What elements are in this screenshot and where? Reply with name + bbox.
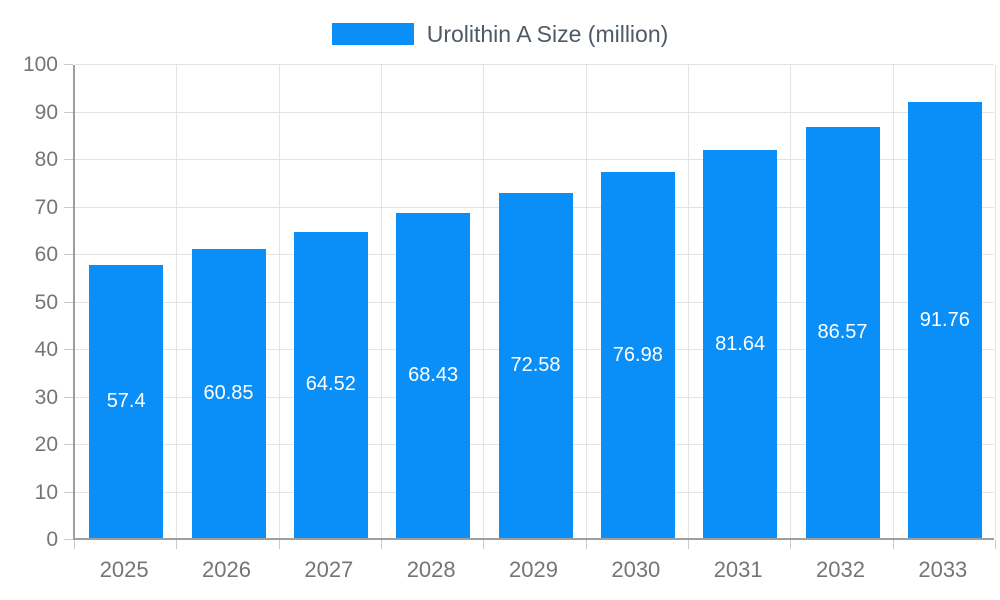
bar[interactable]: 81.64 [703, 150, 778, 538]
y-axis-tick [64, 491, 73, 493]
y-axis-tick [64, 539, 73, 540]
bar-value-label: 60.85 [203, 381, 254, 404]
gridline [688, 65, 689, 538]
bar-value-label: 91.76 [919, 308, 970, 331]
gridline [75, 64, 994, 65]
bar-value-label: 72.58 [510, 354, 561, 377]
bar[interactable]: 68.43 [396, 212, 471, 538]
plot-area: 57.4 60.85 64.52 68.43 72.58 76.98 81.64 86.57 9… [64, 64, 996, 549]
legend-swatch-icon [331, 23, 414, 45]
bar[interactable]: 57.4 [89, 265, 164, 538]
gridline [892, 65, 894, 538]
y-axis-tick [64, 159, 73, 160]
x-axis-tick [381, 540, 382, 549]
bar-value-label: 86.57 [817, 320, 868, 343]
y-axis-tick [64, 349, 73, 350]
bar[interactable]: 76.98 [600, 172, 675, 538]
x-axis-tick [790, 540, 792, 549]
y-tick-label: 50 [34, 290, 58, 314]
gridline [381, 65, 382, 538]
y-axis-tick [64, 301, 73, 303]
gridline [75, 159, 994, 160]
x-tick-label: 2026 [202, 557, 251, 582]
y-axis-tick [64, 254, 73, 255]
legend[interactable]: Urolithin A Size (million) [0, 20, 1000, 48]
bar[interactable]: 60.85 [191, 248, 266, 538]
x-axis-tick [74, 540, 75, 549]
bar[interactable]: 72.58 [498, 193, 573, 538]
x-axis-tick [892, 540, 894, 549]
y-axis-tick [64, 64, 73, 65]
x-axis-tick [176, 540, 178, 549]
y-tick-label: 100 [22, 53, 58, 76]
x-tick-label: 2033 [918, 557, 968, 582]
y-axis-tick [64, 206, 73, 208]
x-tick-label: 2030 [611, 557, 661, 582]
gridline [585, 65, 587, 538]
y-tick-label: 40 [34, 338, 58, 361]
x-tick-label: 2025 [99, 557, 149, 582]
bar[interactable]: 86.57 [805, 126, 880, 538]
y-tick-label: 90 [34, 100, 58, 124]
gridline [483, 65, 485, 538]
x-tick-label: 2027 [304, 557, 354, 582]
bar[interactable]: 64.52 [293, 231, 368, 538]
y-axis-tick [64, 396, 73, 398]
x-axis-tick [688, 540, 689, 549]
bar-value-label: 76.98 [612, 343, 663, 366]
bar-value-label: 68.43 [408, 363, 459, 386]
bar-value-label: 81.64 [715, 332, 766, 355]
y-tick-label: 70 [34, 195, 58, 219]
x-tick-label: 2028 [406, 557, 456, 582]
y-tick-label: 30 [34, 385, 58, 409]
y-tick-label: 60 [34, 243, 58, 266]
bar-value-label: 64.52 [305, 373, 356, 396]
y-tick-label: 10 [34, 480, 58, 504]
x-tick-label: 2029 [509, 557, 558, 582]
gridline [790, 65, 792, 538]
legend-label: Urolithin A Size (million) [426, 20, 669, 47]
gridline [176, 65, 178, 538]
x-axis-tick [483, 540, 485, 549]
bar[interactable]: 91.76 [907, 102, 982, 538]
y-tick-label: 80 [34, 148, 58, 171]
x-axis-tick [278, 540, 280, 549]
bar-value-label: 57.4 [106, 390, 146, 413]
gridline [995, 65, 996, 538]
y-axis-tick [64, 111, 73, 113]
gridline [75, 111, 994, 113]
gridline [278, 65, 280, 538]
x-tick-label: 2031 [713, 557, 763, 582]
y-tick-label: 0 [46, 528, 58, 551]
y-tick-label: 20 [34, 433, 58, 456]
x-axis-tick [995, 540, 996, 549]
x-tick-label: 2032 [816, 557, 865, 582]
y-axis-tick [64, 444, 73, 445]
x-axis-tick [585, 540, 587, 549]
